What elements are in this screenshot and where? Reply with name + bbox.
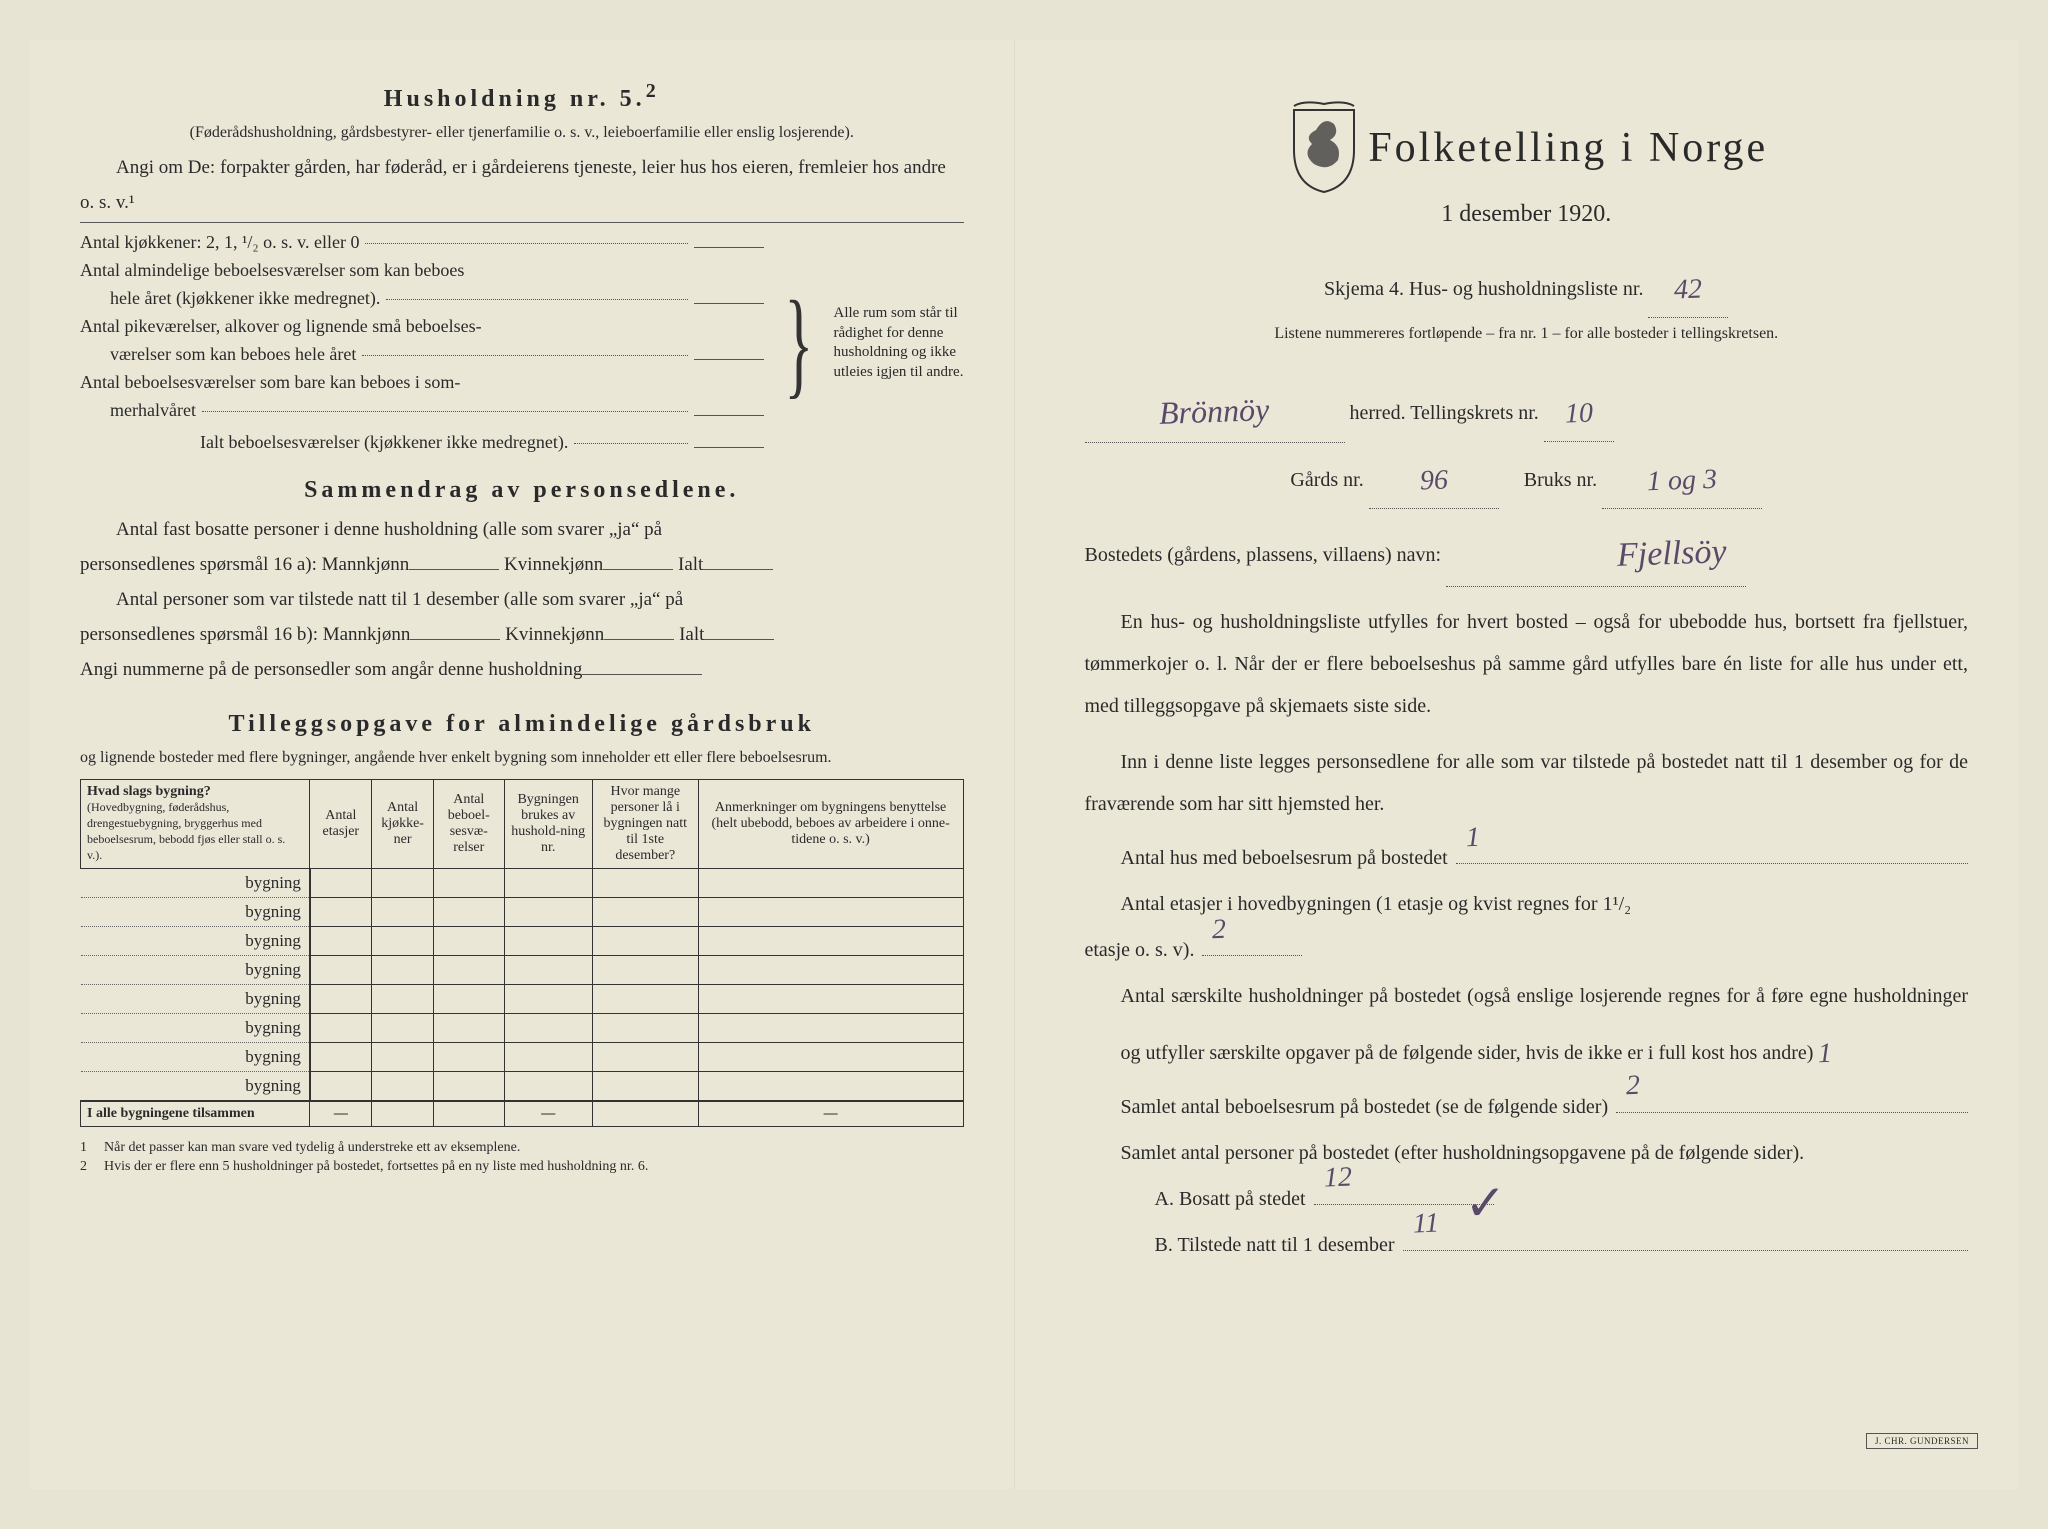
th5: Hvor mange personer lå i bygningen natt …	[592, 780, 698, 869]
sam-l2a: Antal personer som var tilstede natt til…	[80, 582, 964, 617]
right-header: Folketelling i Norge 1 desember 1920.	[1085, 100, 1969, 228]
th2: Antal kjøkke-ner	[372, 780, 434, 869]
q2-val: 2	[1211, 898, 1227, 963]
h5-title: Husholdning nr. 5.2	[80, 80, 964, 113]
fn2: Hvis der er flere enn 5 husholdninger på…	[104, 1158, 648, 1177]
sam-l1b: personsedlenes spørsmål 16 a): Mannkjønn…	[80, 547, 964, 582]
main-title: Folketelling i Norge	[1368, 124, 1768, 172]
right-questions: Antal hus med beboelsesrum på bostedet 1…	[1085, 835, 1969, 1267]
bruks-val: 1 og 3	[1646, 451, 1718, 512]
rooms-r3a: Antal pikeværelser, alkover og lignende …	[80, 313, 482, 341]
main-subtitle: 1 desember 1920.	[1085, 201, 1969, 228]
footnotes: 1Når det passer kan man svare ved tydeli…	[80, 1139, 964, 1177]
rooms-r2a: Antal almindelige beboelsesværelser som …	[80, 257, 464, 285]
coat-of-arms-icon	[1284, 100, 1364, 195]
printer-stamp: J. CHR. GUNDERSEN	[1866, 1433, 1978, 1449]
herred-val: Brönnöy	[1158, 376, 1270, 447]
sam-l3: Angi nummerne på de personsedler som ang…	[80, 652, 964, 687]
total-label: I alle bygningene tilsammen	[81, 1101, 310, 1127]
bygning-tbody: bygning bygning bygning bygning bygning …	[81, 869, 964, 1127]
right-page: Folketelling i Norge 1 desember 1920. Sk…	[1015, 40, 2019, 1489]
gards-line: Gårds nr. 96 Bruks nr. 1 og 3	[1085, 449, 1969, 509]
rooms-r2b: hele året (kjøkkener ikke medregnet).	[80, 285, 380, 313]
q2b: etasje o. s. v).	[1085, 927, 1195, 973]
sammendrag-title: Sammendrag av personsedlene.	[80, 477, 964, 504]
th4: Bygningen brukes av hushold-ning nr.	[504, 780, 592, 869]
listene: Listene nummereres fortløpende – fra nr.…	[1085, 322, 1969, 345]
qA-val: 12	[1322, 1146, 1352, 1211]
th0-sub: (Hovedbygning, føderådshus, drengestueby…	[87, 800, 285, 862]
h5-paren: (Føderådshusholdning, gårdsbestyrer- ell…	[80, 121, 964, 144]
rooms-r5: Ialt beboelsesværelser (kjøkkener ikke m…	[80, 429, 568, 457]
h5-line1: Angi om De: forpakter gården, har føderå…	[80, 150, 964, 220]
bosted-line: Bostedets (gårdens, plassens, villaens) …	[1085, 515, 1969, 587]
para2: Inn i denne liste legges personsedlene f…	[1085, 741, 1969, 825]
qB: B. Tilstede natt til 1 desember	[1155, 1222, 1395, 1268]
q4: Samlet antal beboelsesrum på bostedet (s…	[1121, 1084, 1609, 1130]
rooms-left: Antal kjøkkener: 2, 1, ¹/₂ o. s. v. elle…	[80, 229, 764, 456]
left-page: Husholdning nr. 5.2 (Føderådshusholdning…	[30, 40, 1015, 1489]
qA: A. Bosatt på stedet	[1155, 1176, 1306, 1222]
h5-sup: 2	[646, 80, 660, 102]
q1: Antal hus med beboelsesrum på bostedet	[1121, 835, 1448, 881]
q5: Samlet antal personer på bostedet (efter…	[1085, 1130, 1969, 1176]
tillegg-title: Tilleggsopgave for almindelige gårdsbruk	[80, 711, 964, 738]
gards-val: 96	[1419, 452, 1449, 512]
bygning-table: Hvad slags bygning?(Hovedbygning, føderå…	[80, 779, 964, 1127]
para1: En hus- og husholdningsliste utfylles fo…	[1085, 601, 1969, 727]
th0: Hvad slags bygning?	[87, 784, 211, 799]
tillegg-sub: og lignende bosteder med flere bygninger…	[80, 746, 964, 769]
rooms-r4b: merhalvåret	[80, 397, 196, 425]
rooms-block: Antal kjøkkener: 2, 1, ¹/₂ o. s. v. elle…	[80, 229, 964, 456]
krets-val: 10	[1564, 385, 1594, 445]
rooms-r3b: værelser som kan beboes hele året	[80, 341, 356, 369]
checkmark-icon: ✓	[1465, 1146, 1507, 1261]
th1: Antal etasjer	[310, 780, 372, 869]
q1-val: 1	[1465, 806, 1481, 871]
sam-l2b: personsedlenes spørsmål 16 b): Mannkjønn…	[80, 617, 964, 652]
brace-note: Alle rum som står til rådighet for denne…	[834, 304, 964, 382]
qB-val: 11	[1411, 1192, 1439, 1257]
brace-icon: }	[784, 283, 813, 403]
q3-val: 1	[1817, 1022, 1833, 1087]
skjema-line: Skjema 4. Hus- og husholdningsliste nr. …	[1085, 258, 1969, 318]
herred-line: Brönnöy herred. Tellingskrets nr. 10	[1085, 375, 1969, 443]
rooms-r1: Antal kjøkkener: 2, 1, ¹/₂ o. s. v. elle…	[80, 229, 359, 257]
th3: Antal beboel-sesvæ-relser	[433, 780, 504, 869]
th6: Anmerkninger om bygningens benyttelse (h…	[698, 780, 963, 869]
fn1: Når det passer kan man svare ved tydelig…	[104, 1139, 520, 1158]
skjema-val: 42	[1673, 261, 1703, 321]
q4-val: 2	[1625, 1054, 1641, 1119]
bosted-val: Fjellsöy	[1615, 516, 1727, 591]
h5-title-text: Husholdning nr. 5.	[384, 86, 646, 112]
rooms-r4a: Antal beboelsesværelser som bare kan beb…	[80, 369, 460, 397]
sam-l1a: Antal fast bosatte personer i denne hush…	[80, 512, 964, 547]
q3: Antal særskilte husholdninger på bostede…	[1121, 985, 1969, 1064]
h5-fill-line	[80, 222, 964, 223]
